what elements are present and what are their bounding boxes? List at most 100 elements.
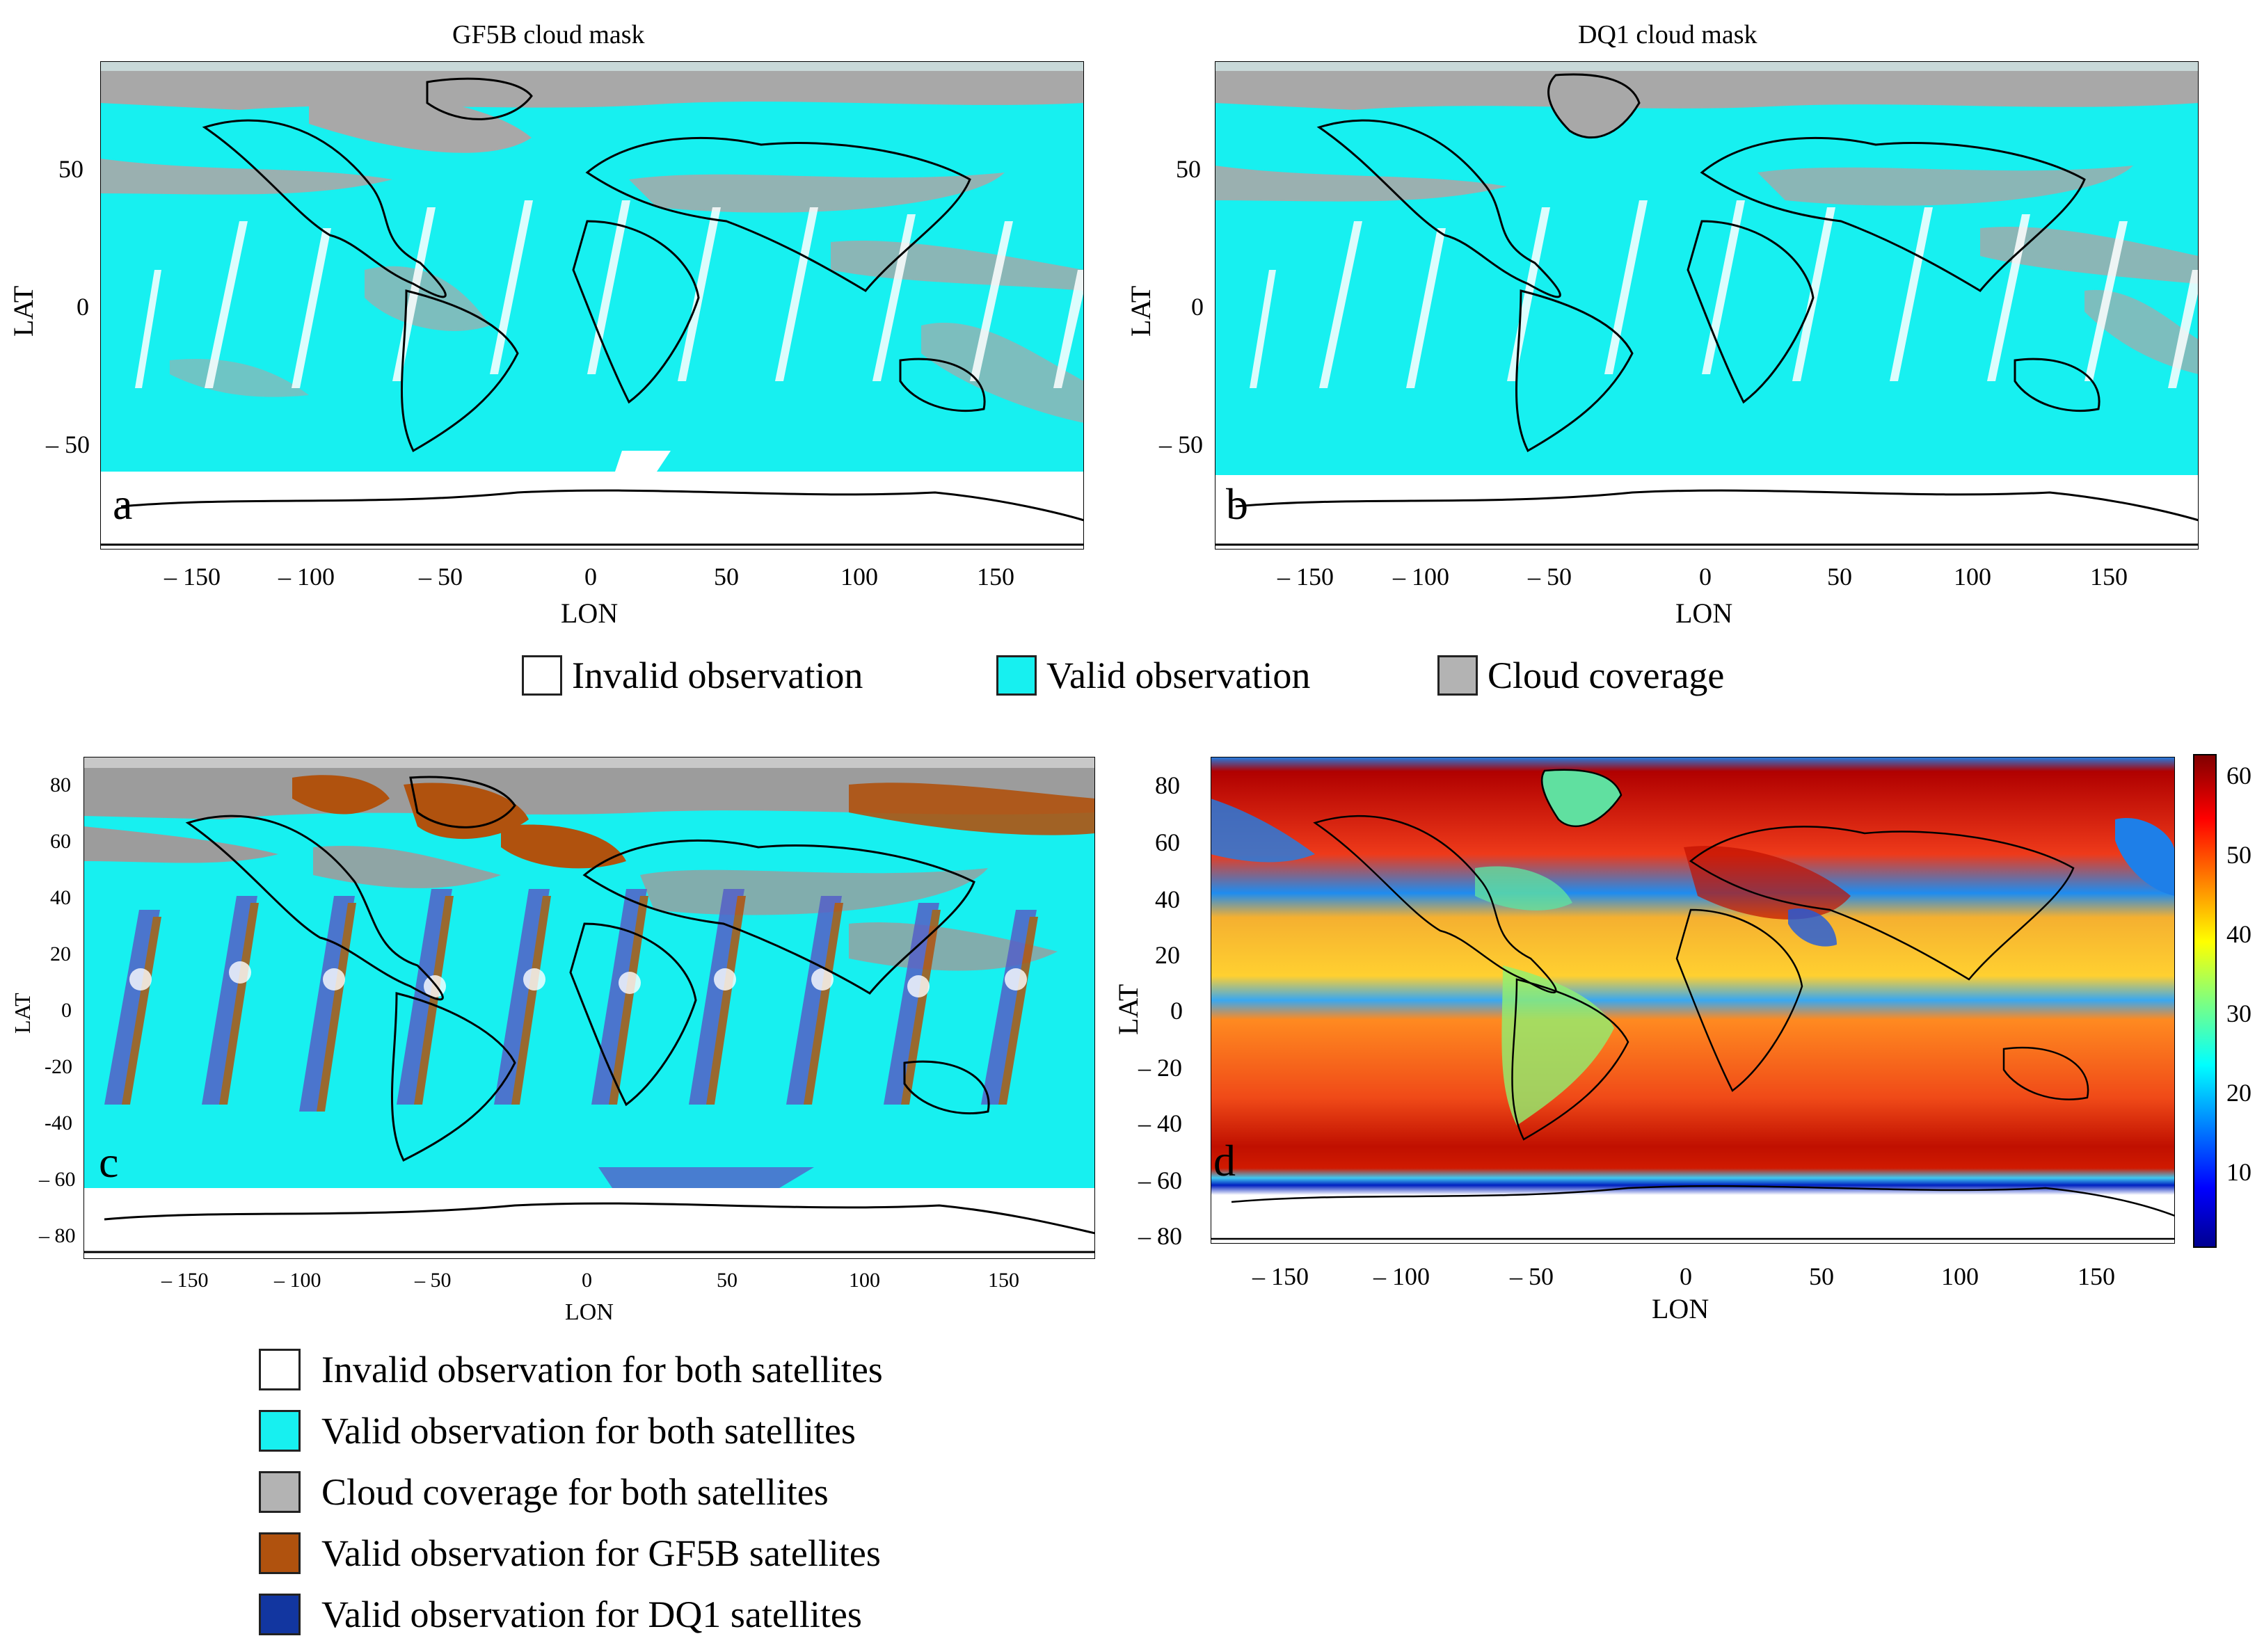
legend-top-item-cloud: Cloud coverage: [1437, 654, 1724, 697]
panel-a-xtick: 150: [977, 563, 1014, 591]
panel-a-xtick: 0: [584, 563, 597, 591]
legend-bottom-item-invalid-both: Invalid observation for both satellites: [259, 1348, 883, 1391]
panel-d-ytick: 80: [1155, 771, 1180, 799]
panel-b-xtick: 150: [2090, 563, 2128, 591]
panel-b-title: DQ1 cloud mask: [1578, 20, 1757, 49]
legend-label: Valid observation for DQ1 satellites: [321, 1594, 862, 1635]
panel-a-xtick: 100: [840, 563, 878, 591]
panel-d-xtick: – 150: [1252, 1262, 1309, 1290]
panel-d-ytick: 20: [1155, 941, 1180, 969]
panel-d-xtick: – 50: [1510, 1262, 1554, 1290]
panel-c-xtick: 100: [849, 1269, 880, 1292]
legend-swatch: [259, 1471, 301, 1513]
panel-c-ylabel: LAT: [10, 993, 35, 1034]
colorbar-tick: 30: [2226, 1000, 2251, 1027]
panel-b-map: [1215, 61, 2199, 550]
panel-d-ylabel: LAT: [1113, 984, 1144, 1035]
legend-swatch: [996, 655, 1037, 696]
panel-d-xtick: 0: [1680, 1262, 1692, 1290]
panel-d-ytick: – 20: [1138, 1054, 1182, 1082]
legend-swatch: [259, 1594, 301, 1635]
legend-swatch: [259, 1532, 301, 1574]
panel-c-ytick: 80: [50, 773, 71, 796]
panel-b-xtick: 100: [1954, 563, 1991, 591]
panel-a-ytick: 0: [77, 293, 89, 321]
legend-label: Cloud coverage: [1488, 655, 1725, 696]
panel-a-ytick: 50: [58, 155, 83, 183]
colorbar-tick: 20: [2226, 1079, 2251, 1107]
legend-label: Invalid observation for both satellites: [321, 1349, 883, 1390]
panel-b-ylabel: LAT: [1125, 285, 1156, 337]
panel-c-ytick: – 60: [39, 1168, 76, 1191]
legend-swatch: [522, 655, 562, 696]
panel-c-map: [83, 757, 1095, 1259]
legend-label: Cloud coverage for both satellites: [321, 1471, 829, 1513]
panel-d-xtick: 50: [1809, 1262, 1834, 1290]
panel-d-ytick: – 40: [1138, 1109, 1182, 1137]
panel-c-xlabel: LON: [565, 1299, 614, 1325]
panel-b-xtick: 50: [1827, 563, 1852, 591]
panel-d-xlabel: LON: [1652, 1293, 1709, 1324]
panel-a-ylabel: LAT: [8, 285, 39, 337]
colorbar-tick: 60: [2226, 762, 2251, 789]
legend-label: Valid observation: [1046, 655, 1311, 696]
legend-label: Valid observation for both satellites: [321, 1410, 856, 1452]
legend-label: Valid observation for GF5B satellites: [321, 1532, 881, 1574]
legend-label: Invalid observation: [572, 655, 863, 696]
panel-c-xtick: 0: [582, 1269, 592, 1292]
panel-c-xtick: 150: [988, 1269, 1019, 1292]
panel-d-ytick: – 80: [1138, 1222, 1182, 1250]
legend-swatch: [1437, 655, 1478, 696]
legend-bottom-item-valid-both: Valid observation for both satellites: [259, 1409, 856, 1452]
legend-bottom-item-valid-dq1: Valid observation for DQ1 satellites: [259, 1593, 862, 1636]
panel-d-colorbar: [2193, 754, 2217, 1248]
panel-c-ytick: -40: [45, 1112, 72, 1134]
panel-b-xlabel: LON: [1675, 598, 1733, 629]
panel-d-ytick: – 60: [1138, 1166, 1182, 1194]
panel-b-ytick: – 50: [1159, 431, 1203, 458]
panel-a-xlabel: LON: [561, 598, 619, 629]
panel-c-ytick: – 80: [39, 1224, 76, 1247]
panel-c-xtick: – 50: [415, 1269, 452, 1292]
panel-c-ytick: 0: [61, 999, 72, 1022]
panel-b-xtick: – 50: [1528, 563, 1572, 591]
panel-d-xtick: 100: [1941, 1262, 1979, 1290]
colorbar-tick: 40: [2226, 920, 2251, 948]
panel-c-ytick: -20: [45, 1055, 72, 1078]
panel-a-ytick: – 50: [46, 431, 90, 458]
panel-a-letter: a: [113, 479, 133, 529]
panel-d-xtick: – 100: [1373, 1262, 1430, 1290]
panel-a-xtick: – 150: [164, 563, 221, 591]
panel-c-ytick: 20: [50, 943, 71, 965]
legend-top-item-valid: Valid observation: [996, 654, 1310, 697]
panel-d-letter: d: [1213, 1136, 1236, 1185]
colorbar-tick: 50: [2226, 841, 2251, 869]
legend-top-item-invalid: Invalid observation: [522, 654, 863, 697]
legend-swatch: [259, 1410, 301, 1452]
panel-a-xtick: 50: [714, 563, 739, 591]
colorbar-tick: 10: [2226, 1158, 2251, 1186]
legend-bottom-item-valid-gf5b: Valid observation for GF5B satellites: [259, 1532, 881, 1575]
panel-d-xtick: 150: [2078, 1262, 2115, 1290]
panel-d-ytick: 40: [1155, 885, 1180, 913]
legend-bottom-item-cloud-both: Cloud coverage for both satellites: [259, 1470, 829, 1514]
panel-b-ytick: 50: [1176, 155, 1201, 183]
panel-d-map: [1211, 757, 2175, 1244]
panel-a-xtick: – 100: [278, 563, 335, 591]
legend-swatch: [259, 1349, 301, 1390]
panel-c-xtick: – 100: [274, 1269, 321, 1292]
panel-c-xtick: – 150: [161, 1269, 209, 1292]
panel-b-xtick: 0: [1699, 563, 1712, 591]
panel-a-title: GF5B cloud mask: [452, 20, 645, 49]
panel-b-ytick: 0: [1191, 293, 1204, 321]
panel-b-xtick: – 100: [1393, 563, 1449, 591]
panel-a-map: [100, 61, 1084, 550]
panel-b-xtick: – 150: [1277, 563, 1334, 591]
panel-c-letter: c: [99, 1137, 119, 1187]
panel-a-xtick: – 50: [419, 563, 463, 591]
panel-c-ytick: 60: [50, 830, 71, 853]
panel-c-xtick: 50: [717, 1269, 738, 1292]
panel-c-ytick: 40: [50, 886, 71, 909]
panel-b-letter: b: [1226, 479, 1248, 529]
panel-d-ytick: 60: [1155, 828, 1180, 856]
